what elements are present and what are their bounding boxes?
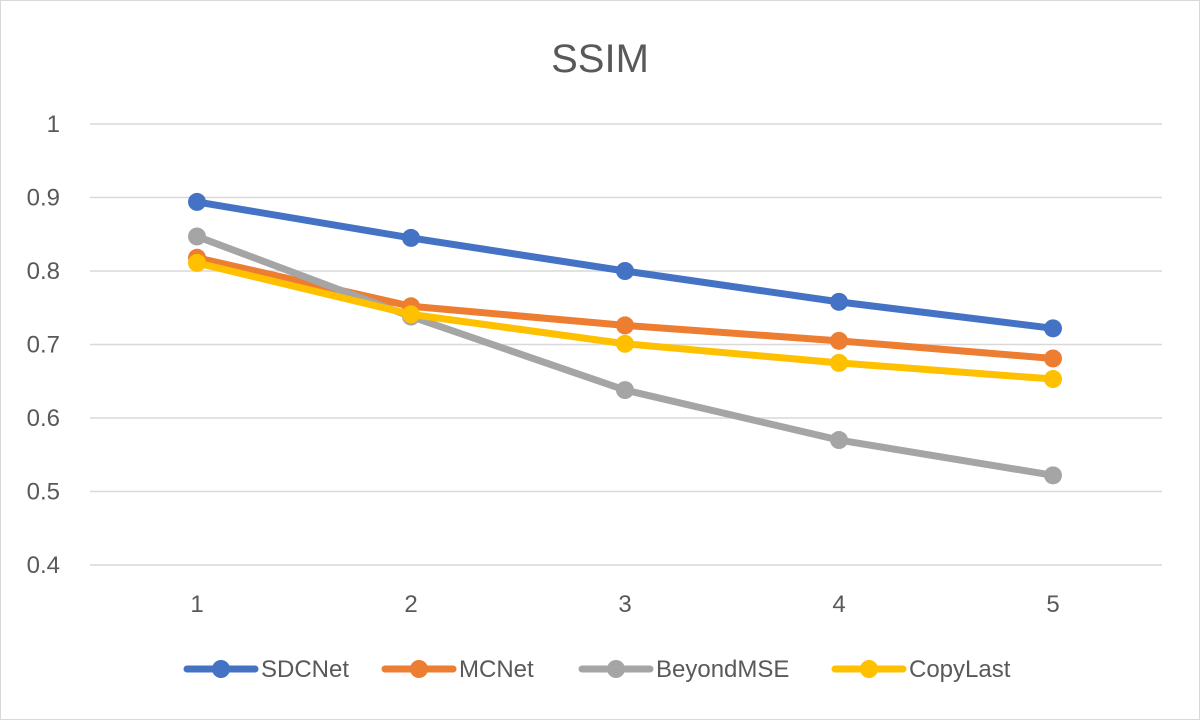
y-tick-label: 1 (47, 111, 60, 138)
x-tick-label: 4 (832, 591, 845, 618)
series-lines (188, 192, 1062, 485)
y-tick-label: 0.5 (27, 479, 60, 506)
legend-item-copylast: CopyLast (831, 656, 1011, 683)
series-copylast (188, 253, 1062, 389)
data-point (830, 331, 848, 350)
data-point (188, 227, 206, 246)
data-point (830, 431, 848, 450)
data-point (1044, 319, 1062, 338)
legend-swatch-marker (212, 660, 230, 678)
data-point (188, 253, 206, 272)
data-point (616, 381, 634, 400)
legend-item-mcnet: MCNet (381, 656, 534, 683)
data-point (616, 316, 634, 335)
data-point (616, 262, 634, 280)
y-tick-label: 0.8 (27, 258, 60, 285)
y-tick-label: 0.9 (27, 185, 60, 212)
data-point (616, 334, 634, 353)
y-axis-ticks: 0.4 0.5 0.6 0.7 0.8 0.9 1 (27, 111, 60, 579)
data-point (830, 353, 848, 372)
data-point (402, 228, 420, 247)
legend-label: SDCNet (261, 656, 349, 683)
x-axis-ticks: 1 2 3 4 5 (190, 591, 1059, 618)
legend-swatch-marker (860, 660, 878, 678)
x-tick-label: 5 (1046, 591, 1059, 618)
y-tick-label: 0.7 (27, 332, 60, 359)
data-point (1044, 466, 1062, 485)
legend-label: BeyondMSE (656, 656, 789, 683)
y-tick-label: 0.4 (27, 552, 60, 579)
data-point (1044, 349, 1062, 368)
legend-item-beyondmse: BeyondMSE (578, 656, 789, 683)
legend-swatch-marker (410, 660, 428, 678)
series-sdcnet (188, 192, 1062, 338)
data-point (402, 305, 420, 324)
legend-label: MCNet (459, 656, 534, 683)
data-point (188, 192, 206, 211)
legend-swatch-marker (607, 660, 625, 678)
legend-item-sdcnet: SDCNet (183, 656, 349, 683)
x-tick-label: 1 (190, 591, 203, 618)
chart-title: SSIM (551, 37, 649, 81)
x-tick-label: 3 (618, 591, 631, 618)
x-tick-label: 2 (404, 591, 417, 618)
legend: SDCNet MCNet BeyondMSE CopyLast (183, 656, 1011, 683)
data-point (1044, 370, 1062, 389)
data-point (830, 292, 848, 311)
y-tick-label: 0.6 (27, 405, 60, 432)
legend-label: CopyLast (909, 656, 1011, 683)
